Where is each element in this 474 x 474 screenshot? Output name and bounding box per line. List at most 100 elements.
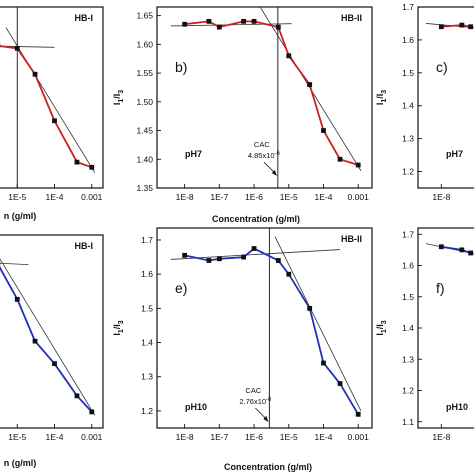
x-tick-label: 1E-6 [245, 432, 263, 442]
x-tick-label: 0.001 [81, 432, 103, 442]
fit-line [5, 27, 96, 173]
data-point [216, 24, 222, 30]
y-tick-label: 1.35 [136, 183, 153, 193]
data-point [438, 24, 444, 30]
panel-a: 1E-5 1E-4 0.001 HB-I n (g/ml) [0, 6, 104, 221]
y-tick-label: 1.65 [136, 11, 153, 21]
y-tick-label: 1.60 [136, 39, 153, 49]
cac-value: 4.85x10-6 [248, 151, 281, 160]
data-point [216, 256, 222, 262]
x-tick-label: 1E-4 [46, 432, 64, 442]
y-tick-label: 1.4 [402, 101, 414, 111]
y-tick-label: 1.4 [402, 323, 414, 333]
y-tick-label: 1.6 [141, 269, 153, 279]
y-axis-title: I1/I3 [375, 90, 388, 105]
cac-arrow-head [271, 170, 277, 176]
data-point [307, 82, 313, 87]
x-tick-label: 1E-4 [314, 192, 332, 202]
data-point [275, 24, 281, 30]
x-tick-label: 1E-5 [280, 192, 298, 202]
y-tick-label: 1.2 [402, 167, 414, 177]
series-name: HB-II [341, 234, 362, 244]
series-name: HB-I [75, 241, 94, 251]
y-tick-label: 1.5 [402, 292, 414, 302]
data-point [241, 18, 247, 24]
data-point [32, 71, 38, 77]
y-tick-label: 1.3 [402, 134, 414, 144]
data-point [286, 53, 292, 59]
data-point [52, 361, 57, 367]
series-line [184, 247, 359, 415]
plot-frame [417, 227, 474, 429]
y-axis-title: I1/I3 [112, 90, 125, 105]
data-point [355, 162, 361, 168]
series-name: HB-I [75, 13, 94, 23]
fit-line [0, 258, 96, 416]
cac-arrow-head [263, 416, 269, 422]
panel-f: 1E-8 1.1 1.2 1.3 1.4 1.5 1.6 1.7 f) pH10 I1/I3 [375, 227, 474, 442]
x-tick-label: 0.001 [348, 192, 370, 202]
y-tick-label: 1.5 [141, 303, 153, 313]
data-point [251, 246, 257, 251]
y-tick-label: 1.2 [141, 406, 153, 416]
y-axis-title: I1/I3 [112, 320, 125, 335]
x-axis-title: Concentration (g/ml) [224, 462, 312, 472]
x-tick-label: 1E-5 [8, 192, 26, 202]
y-tick-label: 1.3 [402, 354, 414, 364]
data-point [89, 164, 95, 170]
ph-label: pH10 [446, 402, 468, 412]
data-point [206, 18, 212, 24]
data-point [14, 296, 20, 302]
data-point [468, 24, 474, 30]
panel-label: c) [436, 59, 448, 75]
y-tick-label: 1.7 [141, 235, 153, 245]
x-axis-title: Concentration (g/ml) [212, 214, 300, 224]
plot-frame [156, 227, 373, 429]
plot-frame [0, 6, 104, 189]
panel-e: 1E-8 1E-7 1E-6 1E-5 1E-4 0.001 1.2 1.3 1.4 1.5 1.6… [112, 227, 373, 472]
x-tick-label: 1E-8 [176, 192, 194, 202]
y-tick-label: 1.6 [402, 261, 414, 271]
x-tick-label: 1E-7 [210, 432, 228, 442]
ph-label: pH10 [185, 402, 207, 412]
y-tick-label: 1.55 [136, 68, 153, 78]
data-point [182, 252, 188, 258]
cac-label: CAC [245, 386, 261, 395]
cac-value: 2.76x10-6 [239, 397, 272, 406]
cac-label: CAC [254, 140, 270, 149]
data-point [355, 411, 361, 417]
y-tick-label: 1.3 [141, 372, 153, 382]
x-tick-label: 0.001 [348, 432, 370, 442]
panel-c: 1E-8 1.2 1.3 1.4 1.5 1.6 1.7 c) pH7 I1/I3 [375, 2, 474, 202]
panel-b: 1E-8 1E-7 1E-6 1E-5 1E-4 0.001 1.35 1.40 1.45 1.5… [112, 6, 373, 224]
data-point [206, 258, 212, 263]
y-axis-title: I1/I3 [375, 320, 388, 335]
x-axis-title: n (g/ml) [4, 458, 37, 468]
plot-frame [0, 234, 104, 429]
data-point [307, 305, 313, 311]
data-point [251, 18, 257, 24]
fit-line [0, 262, 29, 265]
y-tick-label: 1.45 [136, 126, 153, 136]
series-line [441, 245, 471, 254]
data-point [74, 159, 80, 165]
data-point [459, 22, 465, 28]
x-tick-label: 1E-8 [176, 432, 194, 442]
fit-line [274, 236, 362, 412]
data-point [32, 338, 38, 344]
data-point [52, 118, 57, 124]
data-point [438, 244, 444, 250]
x-axis-title: n (g/ml) [4, 211, 37, 221]
x-tick-label: 1E-4 [314, 432, 332, 442]
y-tick-label: 1.5 [402, 68, 414, 78]
plot-frame [417, 6, 474, 189]
series-line [184, 20, 359, 166]
panel-label: e) [175, 280, 187, 296]
y-tick-label: 1.40 [136, 154, 153, 164]
y-tick-label: 1.7 [402, 2, 414, 12]
data-point [286, 271, 292, 277]
panel-d: 1E-5 1E-4 0.001 HB-I n (g/ml) [0, 234, 104, 468]
data-point [89, 409, 95, 415]
x-tick-label: 1E-6 [245, 192, 263, 202]
